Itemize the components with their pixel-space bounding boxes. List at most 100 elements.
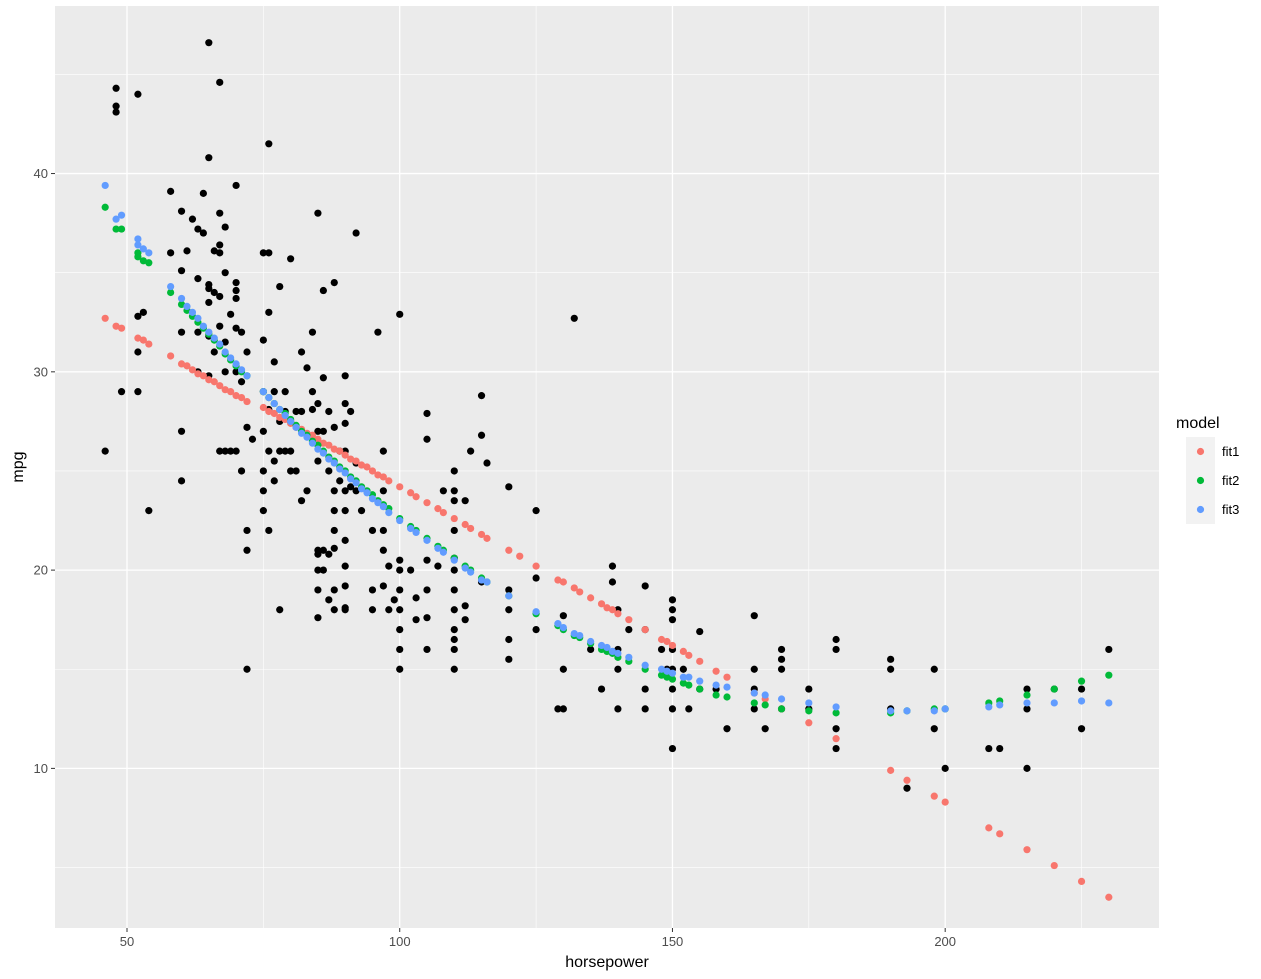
observed-point — [450, 586, 458, 594]
fit1-point — [101, 314, 109, 322]
observed-point — [330, 423, 338, 431]
fit1-point — [319, 439, 327, 447]
fit3-point — [205, 328, 213, 336]
observed-point — [379, 546, 387, 554]
fit1-point — [696, 657, 704, 665]
observed-point — [379, 487, 387, 495]
observed-point — [390, 596, 398, 604]
observed-point — [996, 744, 1004, 753]
observed-point — [265, 140, 273, 148]
fit3-point — [832, 703, 840, 711]
observed-point — [145, 507, 153, 515]
legend-dot-fit1 — [1196, 447, 1205, 456]
fit3-point — [237, 366, 246, 374]
fit1-point — [679, 647, 687, 656]
fit3-point — [385, 509, 393, 517]
observed-point — [668, 596, 677, 604]
fit2-point — [679, 679, 687, 687]
observed-point — [559, 612, 567, 620]
observed-point — [177, 328, 186, 336]
observed-point — [368, 606, 377, 614]
observed-point — [216, 292, 224, 301]
fit1-point — [663, 637, 671, 646]
observed-point — [336, 477, 344, 485]
observed-point — [385, 562, 393, 570]
observed-point — [216, 209, 224, 217]
fit3-point — [216, 340, 224, 348]
y-tick-label: 30 — [34, 364, 48, 379]
fit1-point — [712, 667, 720, 675]
observed-point — [314, 566, 322, 574]
observed-point — [685, 705, 693, 713]
observed-point — [657, 645, 666, 654]
fit1-point — [183, 362, 191, 370]
observed-point — [505, 635, 513, 644]
observed-point — [232, 447, 240, 455]
observed-point — [314, 427, 322, 435]
fit3-point — [685, 673, 693, 681]
fit1-point — [559, 578, 567, 586]
fit2-point — [1050, 685, 1058, 693]
fit1-point — [396, 483, 404, 491]
fit1-point — [237, 394, 246, 402]
fit3-point — [347, 475, 355, 483]
observed-point — [696, 627, 704, 636]
fit1-point — [625, 616, 633, 624]
observed-point — [461, 497, 469, 505]
observed-point — [139, 308, 147, 316]
fit1-point — [216, 382, 224, 390]
fit1-point — [227, 388, 235, 396]
observed-point — [270, 388, 278, 396]
legend: model fit1 fit2 fit3 — [1176, 415, 1239, 524]
fit1-point — [608, 606, 617, 614]
observed-point — [641, 705, 649, 713]
observed-point — [777, 645, 786, 654]
fit1-point — [167, 352, 175, 360]
observed-point — [330, 279, 338, 287]
observed-point — [265, 447, 273, 455]
observed-point — [308, 405, 317, 414]
observed-point — [303, 364, 311, 372]
observed-point — [205, 284, 213, 293]
observed-point — [641, 582, 649, 590]
observed-point — [1023, 705, 1031, 713]
fit3-point — [941, 705, 949, 713]
fit3-point — [663, 667, 671, 675]
observed-point — [101, 447, 109, 455]
fit1-point — [423, 499, 431, 507]
observed-point — [134, 348, 142, 356]
observed-point — [559, 665, 567, 673]
y-tick-label: 10 — [34, 761, 48, 776]
fit3-point — [259, 388, 267, 396]
observed-point — [177, 427, 186, 435]
observed-point — [259, 507, 267, 515]
observed-point — [396, 566, 404, 574]
fit3-point — [554, 620, 562, 628]
fit3-point — [587, 637, 595, 646]
fit3-point — [505, 592, 513, 600]
fit3-point — [117, 211, 126, 219]
fit2-point — [685, 681, 693, 689]
fit2-point — [1105, 671, 1113, 679]
fit3-point — [330, 459, 338, 467]
observed-point — [276, 606, 284, 614]
fit1-point — [357, 461, 366, 469]
fit1-point — [385, 477, 393, 485]
observed-point — [723, 725, 731, 733]
observed-point — [668, 744, 677, 753]
axis-ticks — [51, 173, 946, 932]
fit3-point — [559, 624, 567, 632]
fit1-point — [188, 366, 197, 374]
fit1-point — [461, 520, 469, 529]
observed-point — [221, 338, 229, 346]
observed-point — [314, 614, 322, 622]
observed-point — [221, 223, 229, 231]
observed-point — [237, 467, 246, 475]
observed-point — [505, 586, 513, 594]
fit3-point — [134, 235, 142, 243]
observed-point — [341, 536, 349, 544]
fit3-point — [1023, 699, 1031, 707]
fit3-point — [423, 536, 431, 544]
observed-point — [287, 255, 295, 263]
observed-point — [112, 102, 120, 110]
